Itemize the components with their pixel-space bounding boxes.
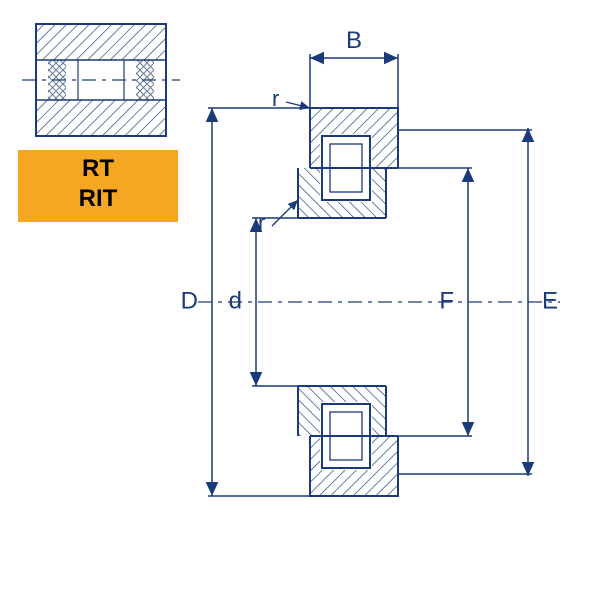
type-label-box: RT RIT <box>18 150 178 222</box>
svg-text:r: r <box>272 86 279 111</box>
svg-text:r: r <box>258 210 265 235</box>
main-section-view <box>198 108 560 496</box>
svg-text:E: E <box>542 287 558 314</box>
svg-text:B: B <box>346 27 362 54</box>
svg-text:RT: RT <box>82 155 114 182</box>
svg-text:d: d <box>229 287 242 314</box>
svg-text:F: F <box>439 287 454 314</box>
svg-text:D: D <box>181 287 198 314</box>
top-cross-section <box>22 24 180 136</box>
svg-text:RIT: RIT <box>79 185 118 212</box>
